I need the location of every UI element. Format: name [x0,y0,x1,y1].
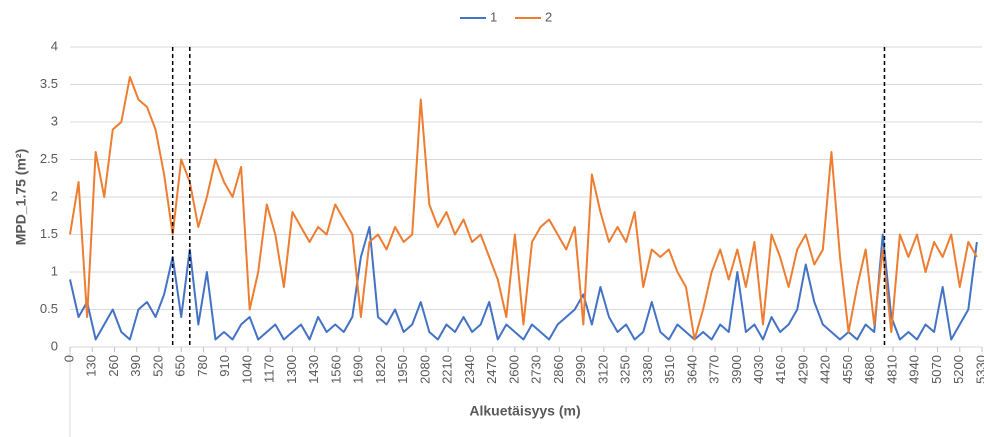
x-tick-label: 2210 [440,355,455,384]
x-tick-label: 2730 [529,355,544,384]
x-tick-label: 4680 [862,355,877,384]
x-tick-label: 910 [217,355,232,377]
x-tick-label: 4160 [773,355,788,384]
y-tick-label: 0 [51,338,58,353]
x-tick-label: 4550 [840,355,855,384]
x-tick-label: 3510 [662,355,677,384]
legend-label: 1 [490,9,497,24]
y-tick-label: 0.5 [40,301,58,316]
x-tick-label: 1040 [239,355,254,384]
x-tick-label: 4810 [884,355,899,384]
x-tick-label: 4420 [818,355,833,384]
y-tick-label: 3.5 [40,76,58,91]
x-axis-title: Alkuetäisyys (m) [469,403,580,419]
x-tick-label: 3380 [640,355,655,384]
x-tick-label: 2080 [417,355,432,384]
x-tick-label: 3900 [729,355,744,384]
y-tick-label: 4 [51,38,58,53]
y-tick-label: 2.5 [40,151,58,166]
x-tick-label: 4290 [795,355,810,384]
x-tick-label: 3640 [684,355,699,384]
y-tick-label: 2 [51,188,58,203]
x-tick-label: 1950 [395,355,410,384]
y-tick-label: 3 [51,113,58,128]
x-tick-label: 2340 [462,355,477,384]
series-line [69,76,978,341]
x-tick-label: 390 [128,355,143,377]
x-tick-label: 2990 [573,355,588,384]
x-tick-label: 1170 [262,355,277,383]
y-tick-label: 1.5 [40,226,58,241]
x-tick-label: 4030 [751,355,766,384]
x-tick-label: 1430 [306,355,321,384]
x-tick-label: 1820 [373,355,388,384]
x-tick-label: 5330 [973,355,984,384]
x-tick-label: 3120 [595,355,610,384]
x-tick-label: 1560 [328,355,343,384]
x-tick-label: 5200 [951,355,966,384]
x-tick-label: 130 [84,355,99,377]
x-tick-label: 780 [195,355,210,377]
x-tick-label: 520 [150,355,165,377]
x-tick-label: 3250 [618,355,633,384]
x-tick-label: 260 [106,355,121,377]
x-tick-label: 1690 [351,355,366,384]
x-tick-label: 2600 [506,355,521,384]
x-tick-label: 0 [61,355,76,362]
x-tick-label: 650 [173,355,188,377]
x-tick-label: 4940 [907,355,922,384]
series-line [69,226,978,341]
x-tick-label: 1300 [284,355,299,384]
x-tick-label: 3770 [707,355,722,384]
legend-label: 2 [545,9,552,24]
x-tick-label: 2860 [551,355,566,384]
y-axis-title: MPD_1.75 (m²) [13,149,29,245]
x-tick-label: 2470 [484,355,499,384]
x-tick-label: 5070 [929,355,944,384]
y-tick-label: 1 [51,263,58,278]
